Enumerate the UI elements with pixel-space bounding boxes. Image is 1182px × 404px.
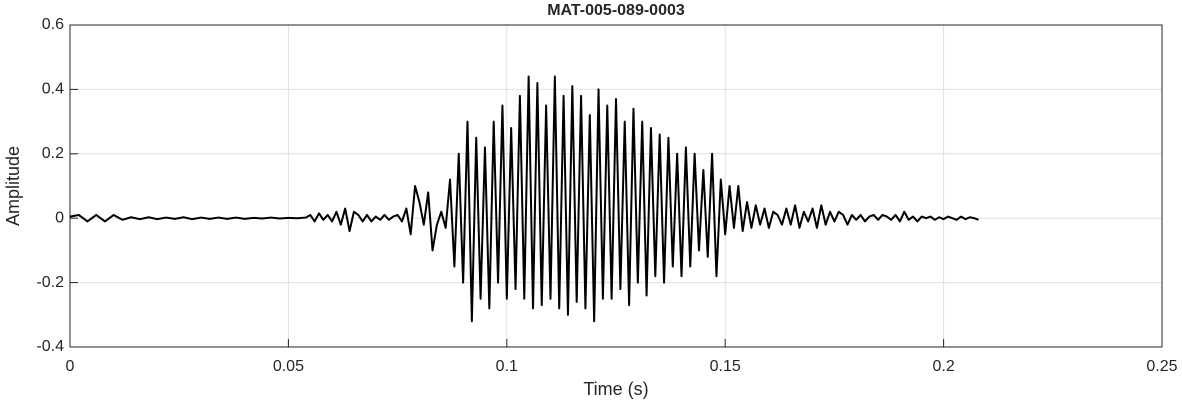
x-tick-label: 0.25 <box>1146 358 1177 375</box>
y-tick-label: 0.2 <box>42 145 64 162</box>
x-tick-label: 0.15 <box>710 358 741 375</box>
y-tick-label: 0.6 <box>42 16 64 33</box>
x-axis-label: Time (s) <box>583 379 648 399</box>
y-tick-label: -0.4 <box>36 338 64 355</box>
plot-area <box>70 25 1162 347</box>
y-tick-label: 0 <box>55 209 64 226</box>
x-tick-label: 0.1 <box>496 358 518 375</box>
y-tick-label: 0.4 <box>42 81 64 98</box>
x-tick-label: 0 <box>66 358 75 375</box>
y-tick-label: -0.2 <box>36 274 64 291</box>
x-tick-label: 0.05 <box>273 358 304 375</box>
axes-box <box>69 24 1163 348</box>
x-tick-label: 0.2 <box>932 358 954 375</box>
chart-title: MAT-005-089-0003 <box>547 2 685 19</box>
y-axis-label: Amplitude <box>3 146 23 226</box>
waveform <box>69 75 979 323</box>
